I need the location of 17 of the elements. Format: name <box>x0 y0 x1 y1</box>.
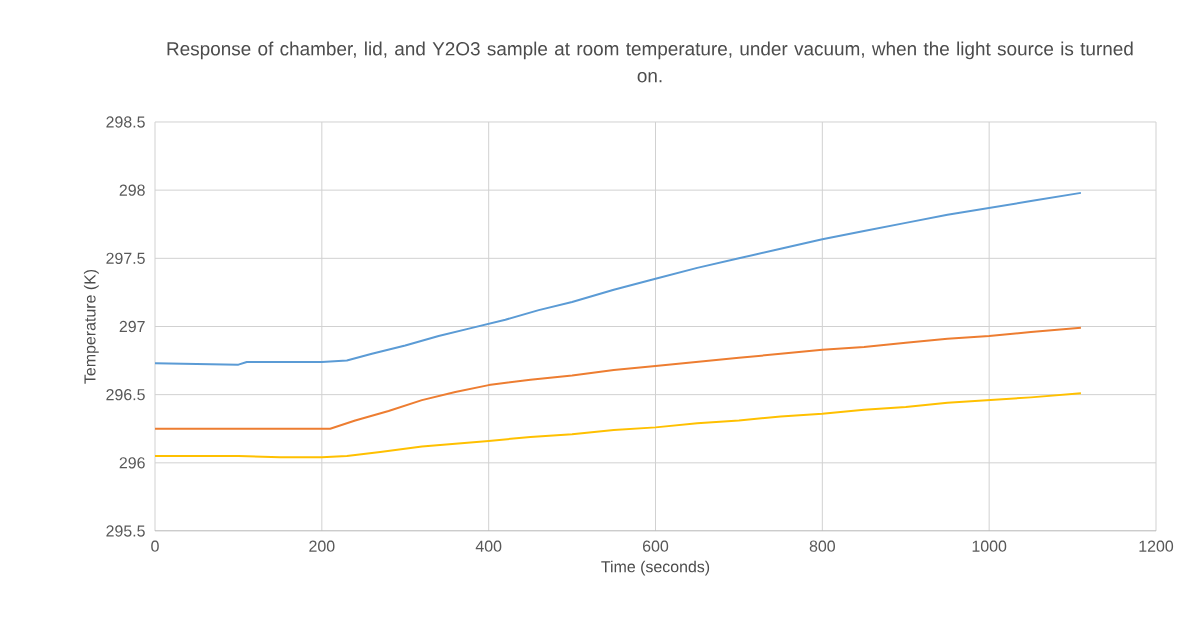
x-tick-label: 0 <box>151 540 159 552</box>
x-tick-label: 800 <box>809 540 835 552</box>
y-tick-label: 296.5 <box>106 389 145 401</box>
x-tick-label: 400 <box>475 540 502 552</box>
x-axis-title: Time (seconds) <box>601 560 710 576</box>
y-tick-label: 298 <box>119 184 145 196</box>
y-tick-label: 298.5 <box>106 116 145 128</box>
y-tick-label: 297.5 <box>106 252 145 264</box>
x-tick-label: 1200 <box>1139 540 1174 552</box>
x-tick-label: 1000 <box>972 540 1007 552</box>
x-tick-label: 200 <box>309 540 335 552</box>
chart-title: Response of chamber, lid, and Y2O3 sample at room temperature, under vacuum, when the light source is turned on. <box>167 41 1133 83</box>
y-tick-label: 295.5 <box>106 525 145 537</box>
x-tick-label: 600 <box>643 540 669 552</box>
y-axis-title: Temperature (K) <box>83 269 99 384</box>
y-tick-label: 296 <box>119 457 145 469</box>
y-tick-label: 297 <box>119 320 145 333</box>
